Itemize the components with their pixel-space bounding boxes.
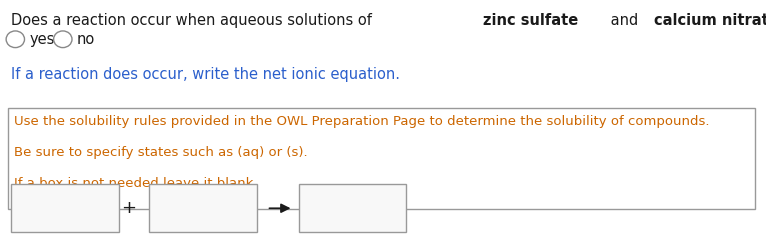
Bar [299, 184, 406, 232]
Text: If a box is not needed leave it blank.: If a box is not needed leave it blank. [14, 177, 257, 190]
Text: no: no [77, 32, 95, 47]
Text: Does a reaction occur when aqueous solutions of: Does a reaction occur when aqueous solut… [11, 13, 377, 28]
Text: +: + [121, 199, 136, 217]
Bar [11, 184, 119, 232]
Text: zinc sulfate: zinc sulfate [483, 13, 578, 28]
Bar [149, 184, 257, 232]
Text: and: and [606, 13, 643, 28]
Text: Use the solubility rules provided in the OWL Preparation Page to determine the s: Use the solubility rules provided in the… [14, 115, 709, 129]
Bar [8, 108, 755, 209]
Text: yes: yes [29, 32, 54, 47]
Text: calcium nitrate: calcium nitrate [653, 13, 766, 28]
Text: Be sure to specify states such as (aq) or (s).: Be sure to specify states such as (aq) o… [14, 146, 307, 159]
Text: If a reaction does occur, write the net ionic equation.: If a reaction does occur, write the net … [11, 67, 401, 82]
